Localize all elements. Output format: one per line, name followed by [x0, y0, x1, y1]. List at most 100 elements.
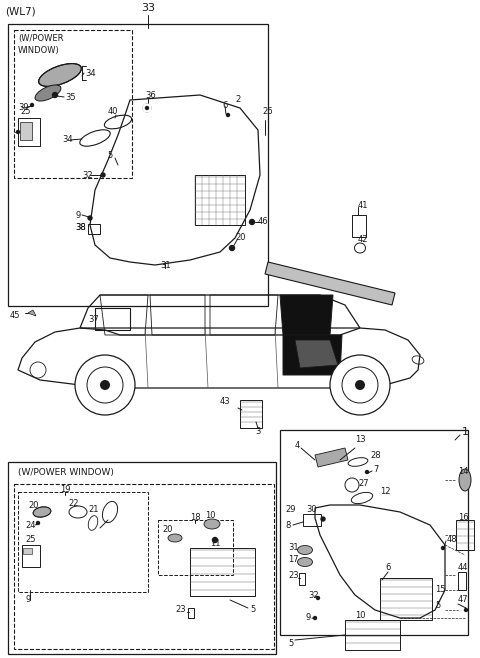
Ellipse shape [33, 507, 51, 517]
Ellipse shape [298, 557, 312, 567]
Text: 15: 15 [435, 586, 445, 594]
Bar [18, 118, 40, 146]
Text: 28: 28 [370, 451, 381, 459]
Text: 38: 38 [75, 224, 86, 232]
Circle shape [330, 355, 390, 415]
Text: 18: 18 [190, 513, 201, 522]
Text: 30: 30 [306, 505, 317, 515]
Text: 5: 5 [435, 601, 440, 609]
Text: 3: 3 [255, 428, 260, 436]
Text: 5: 5 [288, 638, 293, 647]
Text: 10: 10 [355, 611, 365, 619]
Text: 5: 5 [107, 151, 112, 159]
Ellipse shape [204, 519, 220, 529]
Circle shape [321, 517, 325, 521]
Text: 31: 31 [160, 261, 170, 270]
Bar [352, 215, 366, 237]
Bar [95, 308, 130, 330]
Text: 19: 19 [60, 486, 71, 495]
Text: 33: 33 [141, 3, 155, 13]
Bar [345, 620, 400, 650]
Circle shape [36, 522, 39, 524]
Circle shape [88, 216, 92, 220]
Circle shape [143, 104, 151, 112]
Text: 43: 43 [220, 397, 230, 407]
Text: 36: 36 [145, 91, 156, 101]
Text: 5: 5 [250, 605, 255, 615]
Text: 32: 32 [82, 170, 93, 180]
Circle shape [229, 245, 235, 251]
Bar [456, 520, 474, 550]
Polygon shape [315, 448, 348, 467]
Text: 23: 23 [288, 570, 299, 580]
Text: 4: 4 [295, 440, 300, 449]
Text: 14: 14 [458, 467, 468, 476]
Text: 9: 9 [305, 613, 310, 622]
Bar [458, 572, 466, 590]
Circle shape [227, 113, 229, 116]
Text: 26: 26 [262, 107, 273, 116]
Circle shape [313, 617, 316, 619]
Text: 32: 32 [308, 590, 319, 599]
Text: 1: 1 [462, 427, 469, 437]
Text: 31: 31 [288, 544, 299, 553]
Circle shape [100, 380, 110, 390]
Text: 9: 9 [75, 211, 80, 220]
Text: 25: 25 [20, 107, 31, 116]
Polygon shape [20, 122, 32, 140]
Text: 12: 12 [380, 488, 391, 497]
Text: (W/POWER WINDOW): (W/POWER WINDOW) [18, 467, 114, 476]
Circle shape [442, 547, 444, 549]
Bar [88, 224, 100, 234]
Bar [8, 24, 268, 306]
Text: 6: 6 [385, 563, 390, 572]
Text: 27: 27 [358, 478, 369, 488]
Polygon shape [28, 310, 36, 316]
Bar [190, 548, 255, 596]
Text: WINDOW): WINDOW) [18, 45, 60, 55]
Circle shape [16, 130, 20, 134]
Bar [23, 548, 32, 554]
Text: 47: 47 [458, 595, 468, 605]
Circle shape [75, 355, 135, 415]
Polygon shape [280, 295, 333, 335]
Bar [303, 514, 321, 526]
Text: 24: 24 [25, 520, 36, 530]
Bar [280, 430, 468, 635]
Text: 20: 20 [235, 234, 245, 243]
Text: 34: 34 [62, 136, 72, 145]
Text: 13: 13 [355, 436, 366, 445]
Bar [8, 462, 276, 654]
Circle shape [250, 220, 254, 224]
Text: 35: 35 [65, 93, 76, 101]
Bar [22, 545, 40, 567]
Text: 9: 9 [25, 595, 30, 605]
Text: 38: 38 [75, 224, 86, 232]
Text: 34: 34 [85, 68, 96, 78]
Bar [188, 608, 194, 618]
Text: 46: 46 [258, 218, 269, 226]
Ellipse shape [298, 545, 312, 555]
Polygon shape [265, 262, 395, 305]
Text: 21: 21 [88, 505, 98, 515]
Text: 37: 37 [88, 315, 99, 324]
Text: 42: 42 [358, 236, 369, 245]
Bar [299, 573, 305, 585]
Text: 20: 20 [28, 501, 38, 509]
Bar [380, 578, 432, 620]
Text: 22: 22 [68, 499, 79, 507]
Circle shape [101, 173, 105, 177]
Text: 11: 11 [210, 538, 220, 547]
Polygon shape [295, 340, 338, 368]
Bar [14, 484, 274, 649]
Circle shape [31, 103, 34, 107]
Text: 20: 20 [162, 526, 172, 534]
Circle shape [465, 609, 468, 611]
Text: 8: 8 [285, 520, 290, 530]
Text: 44: 44 [458, 563, 468, 572]
Text: 10: 10 [205, 511, 216, 520]
Text: 16: 16 [458, 513, 468, 522]
Ellipse shape [168, 534, 182, 542]
Bar [158, 520, 233, 575]
Text: 17: 17 [288, 555, 299, 565]
